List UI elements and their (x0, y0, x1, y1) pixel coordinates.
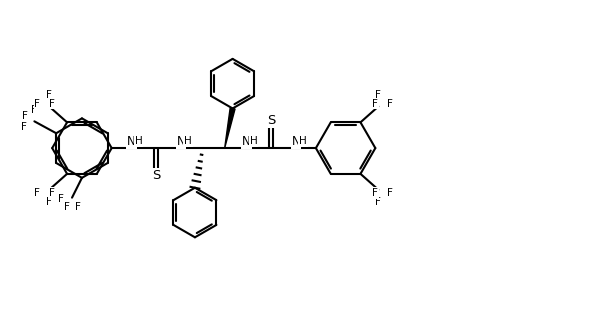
Text: H: H (184, 136, 192, 146)
Text: F: F (31, 105, 37, 115)
Text: H: H (299, 136, 307, 146)
Text: F: F (76, 203, 81, 212)
Text: F: F (22, 122, 27, 132)
Text: N: N (292, 135, 300, 148)
Text: F: F (47, 197, 52, 207)
Polygon shape (225, 108, 235, 148)
Text: S: S (152, 169, 161, 182)
Text: F: F (376, 197, 381, 207)
Text: H: H (249, 136, 257, 146)
Text: F: F (34, 188, 40, 198)
Text: F: F (373, 99, 378, 108)
Text: F: F (387, 188, 393, 198)
Text: N: N (127, 135, 136, 148)
Text: F: F (373, 188, 378, 198)
Text: H: H (135, 136, 143, 146)
Text: F: F (387, 99, 393, 108)
Text: F: F (57, 194, 63, 204)
Text: N: N (177, 135, 185, 148)
Text: F: F (47, 90, 52, 100)
Text: F: F (50, 188, 55, 198)
Text: F: F (22, 111, 28, 121)
Text: S: S (267, 114, 275, 127)
Text: F: F (34, 99, 40, 108)
Text: F: F (50, 99, 55, 108)
Text: F: F (64, 203, 70, 212)
Text: F: F (376, 90, 381, 100)
Text: N: N (242, 135, 251, 148)
